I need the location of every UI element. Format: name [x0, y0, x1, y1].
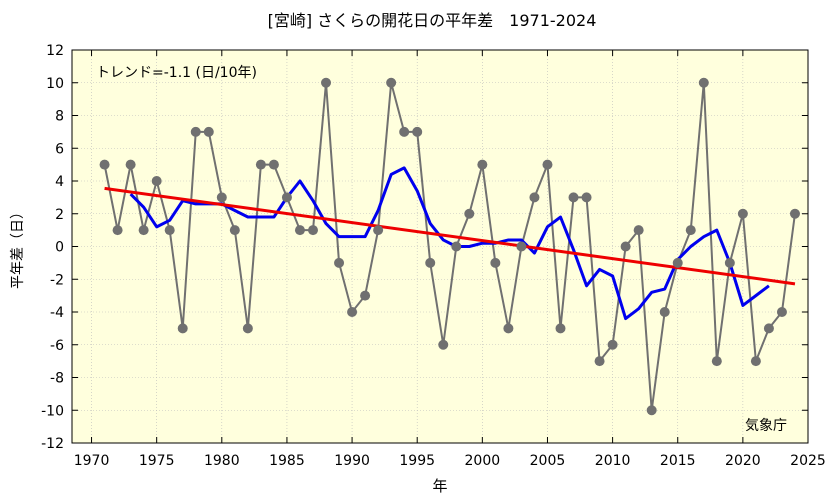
- annual-data-point: [555, 323, 566, 334]
- annual-data-point: [581, 192, 592, 203]
- annual-data-point: [737, 208, 748, 219]
- annual-data-point: [268, 159, 279, 170]
- axis-ticks: -12 -10 -8 -6 -4 -2 0 2 4 6 8 10 12 1970 1975 1980 1985 1…: [41, 43, 826, 469]
- chart-title: [宮崎] さくらの開花日の平年差 1971-2024: [268, 11, 597, 30]
- annual-data-point: [516, 241, 527, 252]
- annual-data-point: [177, 323, 188, 334]
- x-tick-label: 2000: [465, 453, 501, 469]
- annual-data-point: [542, 159, 553, 170]
- annual-data-point: [659, 307, 670, 317]
- plot-area: [71, 49, 809, 444]
- series-layer: [99, 77, 800, 416]
- annual-data-point: [646, 405, 657, 416]
- x-tick-label: 2020: [725, 453, 761, 469]
- annual-data-point: [685, 225, 696, 236]
- y-tick-label: 8: [55, 109, 64, 125]
- annual-data-point: [229, 225, 240, 236]
- y-tick-label: -4: [50, 305, 64, 321]
- annual-data-point: [633, 225, 644, 236]
- annual-data-point: [255, 159, 266, 170]
- x-tick-label: 2005: [530, 453, 566, 469]
- x-tick-label: 2010: [595, 453, 631, 469]
- annual-data-point: [203, 126, 214, 137]
- annual-data-point: [529, 192, 540, 203]
- annual-data-point: [281, 192, 292, 203]
- annual-data-point: [321, 77, 332, 88]
- y-tick-label: -12: [41, 436, 64, 452]
- x-tick-label: 2015: [660, 453, 696, 469]
- annual-data-point: [503, 323, 514, 334]
- annual-data-point: [607, 339, 618, 350]
- grid-lines: [72, 50, 808, 443]
- annual-data-point: [412, 126, 423, 137]
- y-tick-label: -8: [50, 371, 64, 387]
- annual-data-point: [763, 323, 774, 334]
- annual-data-point: [789, 208, 800, 219]
- annual-data-point: [112, 225, 123, 236]
- moving-average-line: [129, 166, 770, 321]
- x-tick-label: 2025: [790, 453, 826, 469]
- x-tick-label: 1990: [334, 453, 370, 469]
- y-axis-label: 平年差（日）: [10, 205, 26, 289]
- annual-data-point: [698, 77, 709, 88]
- y-tick-label: 12: [46, 43, 64, 59]
- annual-data-point: [568, 192, 579, 203]
- annual-data-point: [750, 356, 761, 367]
- annual-data-point: [190, 126, 201, 137]
- annual-data-point: [347, 307, 358, 317]
- y-tick-label: -10: [41, 403, 64, 419]
- annual-data-point: [594, 356, 605, 367]
- annual-data-point: [477, 159, 488, 170]
- annual-data-point: [99, 159, 110, 170]
- trend-line: [104, 186, 796, 286]
- x-tick-label: 1975: [139, 453, 175, 469]
- annual-data-point: [438, 339, 449, 350]
- annual-data-point: [425, 257, 436, 268]
- annual-data-point: [451, 241, 462, 252]
- annual-data-point: [294, 225, 305, 236]
- annual-data-point: [360, 290, 371, 301]
- annual-data-point: [334, 257, 345, 268]
- source-label: 気象庁: [745, 418, 787, 434]
- annual-data-point: [776, 307, 787, 317]
- annual-data-point: [164, 225, 175, 236]
- annual-data-point: [373, 225, 384, 236]
- annual-data-point: [307, 225, 318, 236]
- annual-data-point: [386, 77, 397, 88]
- annual-data-point: [672, 257, 683, 268]
- annual-data-point: [399, 126, 410, 137]
- x-axis-label: 年: [432, 477, 447, 495]
- annual-data-point: [216, 192, 227, 203]
- annual-data-point: [125, 159, 136, 170]
- y-tick-label: 2: [55, 207, 64, 223]
- x-tick-label: 1995: [399, 453, 435, 469]
- annual-data-point: [464, 208, 475, 219]
- y-tick-label: -6: [50, 338, 64, 354]
- annual-data-point: [711, 356, 722, 367]
- y-tick-label: 10: [46, 76, 64, 92]
- y-tick-label: 4: [55, 174, 64, 190]
- trend-label: トレンド=-1.1 (日/10年): [96, 65, 257, 81]
- annual-data-point: [151, 176, 162, 186]
- x-tick-label: 1985: [269, 453, 305, 469]
- annual-data-point: [724, 257, 735, 268]
- annual-data-point: [490, 257, 501, 268]
- annual-data-point: [138, 225, 149, 236]
- y-tick-label: -2: [50, 272, 64, 288]
- x-tick-label: 1980: [204, 453, 240, 469]
- annual-data-point: [620, 241, 631, 252]
- x-tick-label: 1970: [74, 453, 110, 469]
- annual-data-point: [242, 323, 253, 334]
- y-tick-label: 6: [55, 141, 64, 157]
- y-tick-label: 0: [55, 240, 64, 256]
